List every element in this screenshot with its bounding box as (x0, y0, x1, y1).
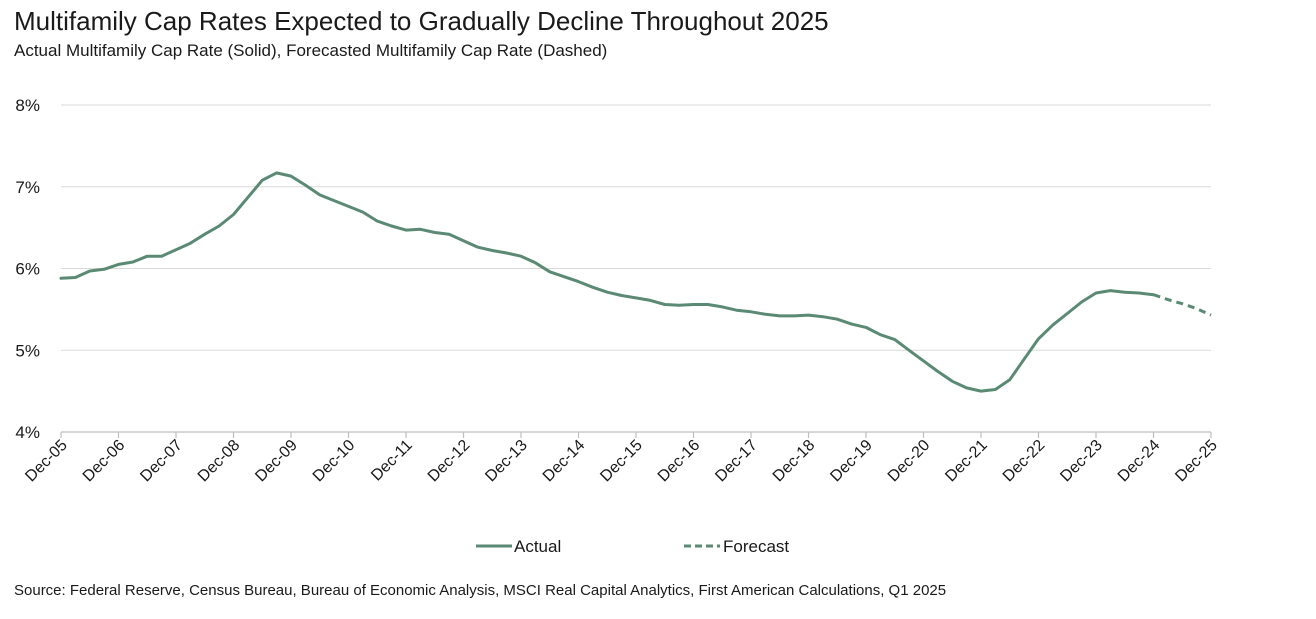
y-tick-label: 4% (15, 423, 40, 442)
legend-label-forecast: Forecast (723, 537, 789, 556)
x-tick-label: Dec-18 (770, 437, 819, 486)
y-tick-label: 7% (15, 178, 40, 197)
x-axis: Dec-05 Dec-06 Dec-07 Dec-08 Dec-09 Dec-10 Dec-… (22, 431, 1221, 486)
legend-label-actual: Actual (514, 537, 561, 556)
x-tick-label: Dec-14 (540, 437, 589, 486)
source-note: Source: Federal Reserve, Census Bureau, … (14, 582, 947, 599)
y-tick-label: 6% (15, 260, 40, 279)
series-line-forecast (1153, 293, 1212, 317)
x-tick-label: Dec-07 (137, 437, 186, 486)
x-tick-label: Dec-17 (712, 437, 761, 486)
series-line-actual (59, 171, 1155, 393)
x-tick-label: Dec-16 (655, 437, 704, 486)
x-tick-label: Dec-21 (942, 437, 991, 486)
chart-subtitle: Actual Multifamily Cap Rate (Solid), For… (14, 41, 608, 60)
y-tick-label: 8% (15, 96, 40, 115)
x-tick-label: Dec-24 (1115, 437, 1164, 486)
x-tick-label: Dec-06 (80, 437, 129, 486)
x-tick-label: Dec-12 (425, 437, 474, 486)
x-tick-label: Dec-08 (195, 437, 244, 486)
y-tick-label: 5% (15, 341, 40, 360)
x-tick-label: Dec-11 (368, 437, 416, 485)
x-tick-label: Dec-22 (1000, 437, 1049, 486)
series-lines (59, 171, 1212, 393)
x-tick-label: Dec-10 (310, 437, 359, 486)
x-tick-label: Dec-15 (597, 437, 646, 486)
legend: Actual Forecast (476, 537, 789, 556)
x-tick-label: Dec-20 (885, 437, 934, 486)
x-tick-label: Dec-23 (1057, 437, 1106, 486)
x-tick-label: Dec-09 (252, 437, 301, 486)
x-tick-label: Dec-19 (827, 437, 876, 486)
x-tick-label: Dec-05 (22, 437, 71, 486)
y-axis-ticks: 4% 5% 6% 7% 8% (15, 96, 40, 442)
gridlines (61, 104, 1211, 351)
chart-area: 4% 5% 6% 7% 8% Dec-05 Dec-06 Dec-07 Dec-08 Dec-0… (15, 96, 1221, 556)
chart-title: Multifamily Cap Rates Expected to Gradua… (14, 6, 829, 36)
x-tick-label: Dec-13 (482, 437, 531, 486)
x-tick-label: Dec-25 (1172, 437, 1221, 486)
